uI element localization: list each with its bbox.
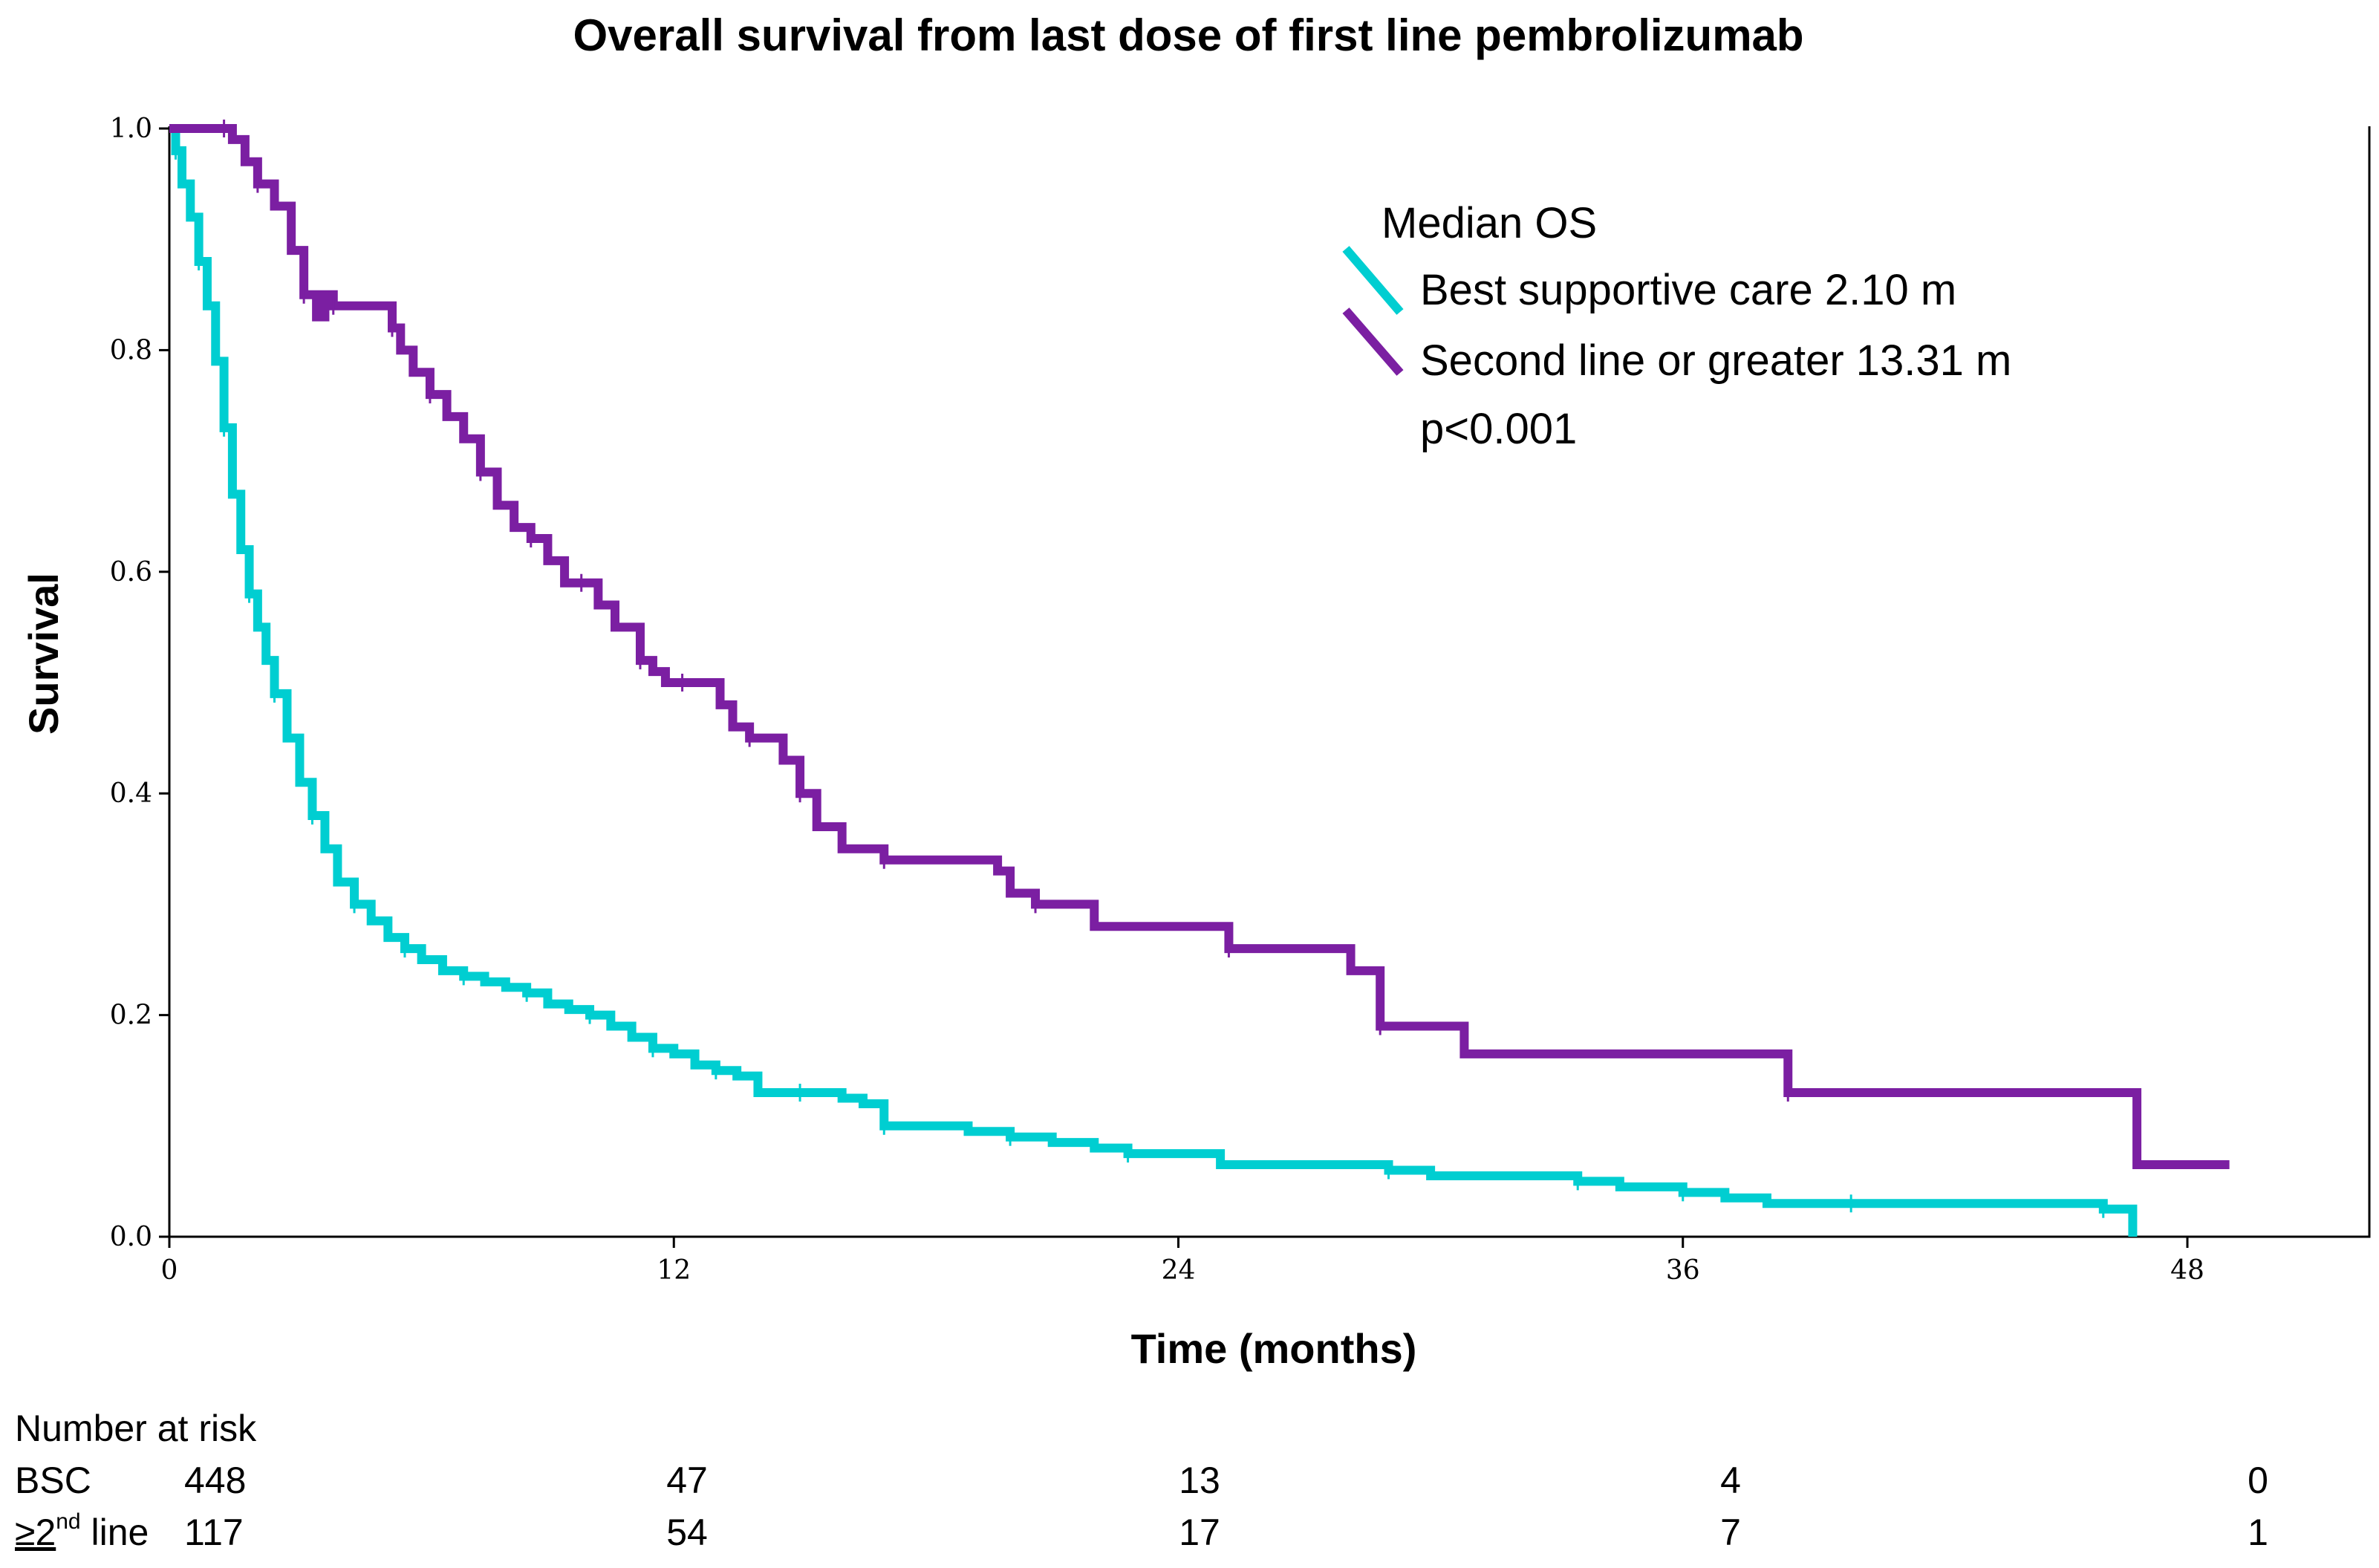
- x-tick-label: 0: [161, 1255, 178, 1286]
- risk-value: 47: [666, 1460, 708, 1501]
- x-tick-label: 48: [2170, 1255, 2204, 1286]
- risk-value: 117: [184, 1512, 244, 1553]
- y-tick-label: 1.0: [110, 114, 152, 144]
- risk-value: 1: [2248, 1512, 2268, 1553]
- risk-value: 54: [666, 1512, 708, 1553]
- y-axis-label: Survival: [20, 573, 67, 735]
- risk-value: 448: [184, 1460, 246, 1501]
- risk-row-label-main: ≥2: [15, 1512, 56, 1553]
- survival-curves: [169, 120, 2230, 1237]
- y-tick-label: 0.0: [110, 1222, 152, 1252]
- x-tick-label: 36: [1666, 1255, 1700, 1286]
- y-axis-ticks: 0.0 0.2 0.4 0.6 0.8 1.0: [110, 114, 169, 1252]
- risk-row-label-suffix: line: [81, 1512, 149, 1553]
- y-tick-label: 0.4: [110, 778, 152, 809]
- x-tick-label: 12: [657, 1255, 691, 1286]
- plot-frame: [168, 126, 2371, 1238]
- risk-value: 17: [1179, 1512, 1220, 1553]
- x-axis-label: Time (months): [1131, 1325, 1417, 1372]
- risk-row-label-sup: nd: [56, 1509, 80, 1534]
- x-tick-label: 24: [1162, 1255, 1196, 1286]
- legend: Median OS Best supportive care 2.10 m Se…: [1342, 199, 2011, 453]
- y-tick-label: 0.8: [110, 335, 152, 365]
- risk-value: 7: [1720, 1512, 1741, 1553]
- risk-row-label-second-line: ≥2nd line: [15, 1509, 149, 1553]
- legend-label-bsc: Best supportive care 2.10 m: [1420, 266, 1956, 314]
- legend-title: Median OS: [1381, 199, 1597, 247]
- chart-title: Overall survival from last dose of first…: [573, 10, 1803, 60]
- risk-table: Number at risk BSC 448 47 13 4 0 ≥2nd li…: [15, 1408, 2268, 1553]
- y-tick-label: 0.6: [110, 557, 152, 588]
- second-line-survival-curve: [169, 124, 2230, 1170]
- risk-value: 4: [1720, 1460, 1741, 1501]
- legend-label-second-line: Second line or greater 13.31 m: [1420, 336, 2011, 385]
- risk-value: 0: [2248, 1460, 2268, 1501]
- legend-pvalue: p<0.001: [1420, 405, 1577, 453]
- x-axis-ticks: 0 12 24 36 48: [161, 1237, 2204, 1286]
- legend-swatch-second-line: [1342, 308, 1404, 376]
- risk-table-title: Number at risk: [15, 1408, 257, 1449]
- risk-row-label-bsc: BSC: [15, 1460, 91, 1501]
- legend-swatch-bsc: [1342, 246, 1404, 315]
- risk-value: 13: [1179, 1460, 1220, 1501]
- y-tick-label: 0.2: [110, 1001, 152, 1031]
